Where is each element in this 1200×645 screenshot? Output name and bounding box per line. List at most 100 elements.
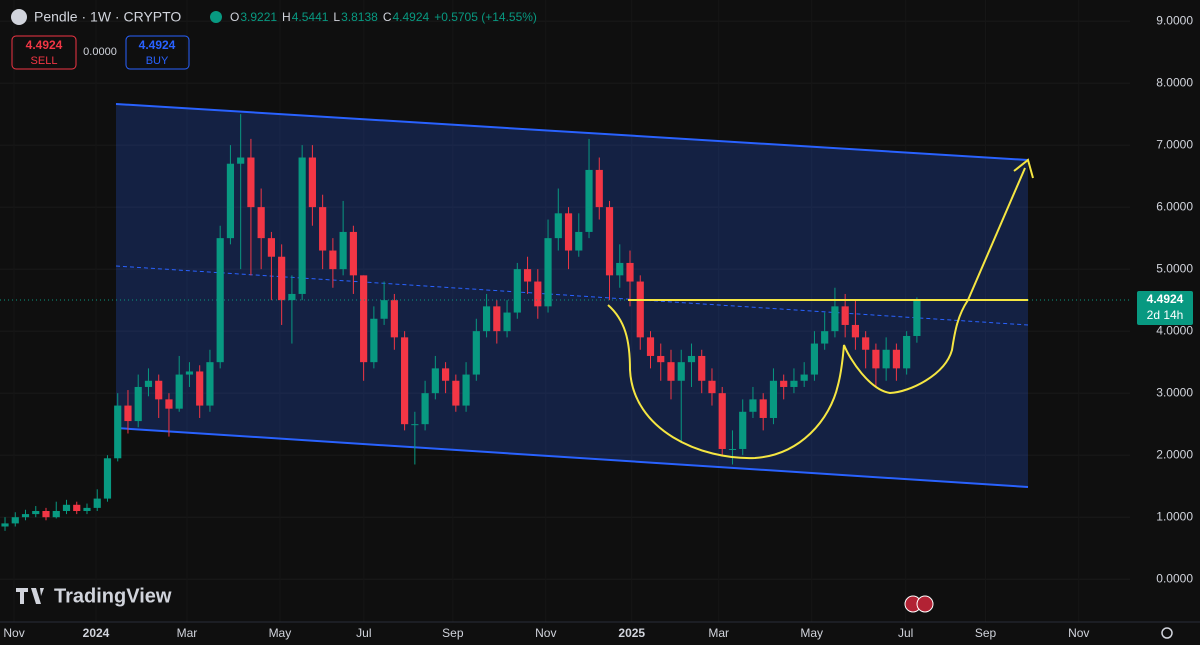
ohlc-letter: O [230,10,239,24]
arrow-head [1013,158,1034,179]
symbol: Pendle · 1W · CRYPTO [34,9,181,25]
candle-body [42,510,50,518]
candle-body [554,213,562,239]
candle-body [831,306,839,332]
x-tick-label: Sep [442,626,464,640]
buy-button[interactable] [125,35,190,70]
candle-body [841,306,849,325]
candle-body [21,514,30,518]
candle-body [503,312,511,332]
ohlc: O 3.9221 H 4.5441 L 3.8138 C 4.4924 +0.5705 (+14… [230,10,537,24]
candle-body [11,517,19,524]
y-tick-label: 2.0000 [1156,447,1193,461]
candle-body [349,231,357,276]
ohlc-letter: L [333,10,340,24]
candle-body [196,371,204,406]
status-dot [210,11,222,23]
candle-body [698,355,706,381]
candle-body [821,331,829,344]
target-arrow [967,167,1026,301]
candle-body [616,262,624,276]
x-tick-label: Nov [3,626,24,640]
candle-body [810,343,819,375]
event-icon[interactable] [916,595,934,613]
ohlc-value: 4.5441 [292,10,329,24]
candle-body [308,157,316,208]
candle-body [544,238,552,307]
sell-button[interactable] [11,35,77,70]
candle-body [431,368,439,394]
candle-body [360,275,368,363]
candle-body [677,362,685,381]
candle-body [718,393,726,449]
candle-body [575,231,583,251]
ohlc-value: 3.8138 [341,10,378,24]
candle-body [769,380,778,418]
candle-body [728,448,737,450]
candle-body [401,337,409,425]
y-tick-label: 4.0000 [1156,323,1193,337]
sell-label: SELL [31,55,58,67]
candle-body [319,207,327,251]
x-tick-label: Mar [177,626,198,640]
candle-body [247,157,255,208]
y-tick-label: 3.0000 [1156,385,1193,399]
candle-body [32,510,40,515]
candle-body [513,269,521,313]
brand: TradingView [54,585,172,607]
candle-body [657,355,665,363]
channel-mid [115,265,1029,326]
symbol-icon [11,9,27,25]
candle-body [62,504,71,511]
price-badge [1137,291,1193,325]
candle-body [175,374,183,409]
candle-body [52,510,60,518]
candle-body [800,374,808,381]
x-tick-label: 2025 [618,626,645,640]
candle-body [523,269,532,282]
y-tick-label: 6.0000 [1156,199,1193,213]
x-tick-label: Sep [975,626,997,640]
x-tick-label: May [800,626,823,640]
candle-body [482,306,491,332]
y-tick-label: 9.0000 [1156,13,1193,27]
ohlc-letter: C [383,10,392,24]
candle-body [93,498,101,508]
candle-body [493,306,501,332]
candle-body [749,399,757,412]
candle-body [73,504,81,511]
candle-body [452,380,460,406]
x-tick-label: May [269,626,292,640]
candle-body [667,362,675,381]
x-axis: Nov 2024 Mar May Jul Sep Nov 2025 Mar May Jul Sep No… [3,626,1089,640]
candle-body [862,337,870,350]
candle-body [605,207,614,276]
candle-body [913,300,921,336]
candle-body [462,374,470,406]
x-tick-label: Mar [708,626,729,640]
candle-body [144,380,153,387]
y-tick-label: 0.0000 [1156,571,1193,585]
channel-bottom [115,427,1029,488]
candle-body [892,349,900,369]
x-tick-label: Nov [1068,626,1089,640]
candle-body [298,157,306,294]
ohlc-letter: H [282,10,291,24]
candle-body [1,523,9,527]
x-tick-label: Jul [898,626,913,640]
candle-body [903,335,911,369]
sell-price: 4.4924 [26,38,63,52]
cup-handle [607,299,969,460]
settings-icon[interactable] [1161,627,1173,639]
candles [1,114,921,531]
y-tick-label: 8.0000 [1156,75,1193,89]
candle-body [257,207,265,239]
y-tick-label: 1.0000 [1156,509,1193,523]
candle-body [595,169,603,208]
candle-body [267,238,275,257]
candle-body [472,331,480,375]
x-tick-label: Nov [535,626,556,640]
candle-body [646,337,655,356]
candle-body [288,293,296,301]
